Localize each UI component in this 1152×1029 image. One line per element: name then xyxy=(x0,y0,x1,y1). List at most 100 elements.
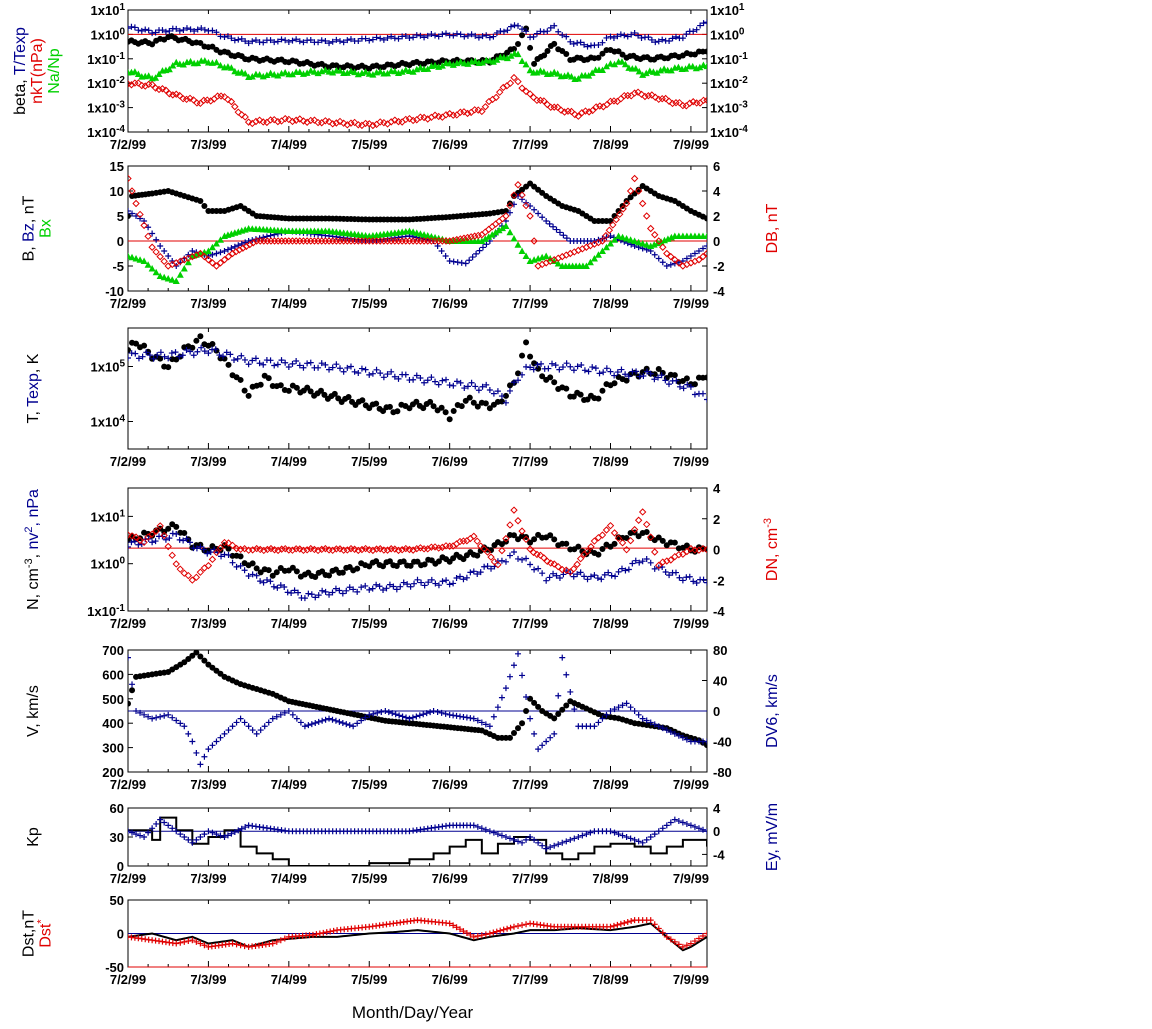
series-point-field-3-140 xyxy=(651,231,659,239)
series-point-beta-1-132 xyxy=(603,34,610,41)
series-point-dst-1-100 xyxy=(482,931,489,938)
series-point-beta-1-33 xyxy=(242,38,249,45)
series-point-density-1-147 xyxy=(647,559,654,566)
series-group-field xyxy=(128,174,707,284)
y-axis-label-dst-0: Dst,nT xyxy=(21,910,38,957)
series-point-density-2-76 xyxy=(413,544,421,553)
series-point-velocity-1-40 xyxy=(285,708,292,714)
series-point-beta-3-75 xyxy=(391,116,399,124)
series-point-beta-1-68 xyxy=(369,36,376,43)
left-tick-label-beta-5-base: 1x10 xyxy=(87,125,116,140)
series-point-density-0-112 xyxy=(547,532,554,539)
series-point-dst-1-104 xyxy=(497,927,504,934)
series-point-density-0-51 xyxy=(326,572,333,579)
series-point-density-0-47 xyxy=(312,574,319,581)
series-point-density-0-42 xyxy=(293,568,300,575)
right-tick-label-velocity-2: 0 xyxy=(713,704,720,719)
series-point-density-1-34 xyxy=(245,572,252,579)
right-tick-label-velocity-0: 80 xyxy=(713,643,727,658)
series-point-temperature-1-10 xyxy=(161,353,168,360)
series-point-temperature-0-16 xyxy=(189,344,196,351)
series-point-density-2-39 xyxy=(277,545,286,553)
series-point-velocity-1-98 xyxy=(498,694,505,701)
series-point-kp-1-21 xyxy=(209,829,216,836)
series-point-density-2-85 xyxy=(445,542,454,550)
series-point-beta-1-118 xyxy=(551,22,558,29)
series-point-velocity-1-141 xyxy=(671,730,678,737)
series-point-beta-1-101 xyxy=(490,33,497,40)
series-point-temperature-1-153 xyxy=(687,383,694,390)
series-point-kp-1-118 xyxy=(571,835,578,842)
series-point-kp-1-119 xyxy=(575,834,582,840)
right-tick-label-velocity-1: 40 xyxy=(713,674,727,689)
series-point-density-1-36 xyxy=(253,572,260,579)
series-point-velocity-1-70 xyxy=(396,712,403,719)
series-point-temperature-1-94 xyxy=(468,379,475,386)
series-point-dst-1-94 xyxy=(460,928,467,935)
series-point-density-2-60 xyxy=(354,546,362,555)
left-tick-label-field-0: 15 xyxy=(110,159,124,174)
series-point-density-2-112 xyxy=(543,557,552,566)
y-axis-label-density-0-part-5: , nPa xyxy=(25,489,42,526)
series-point-temperature-0-65 xyxy=(373,400,380,407)
series-point-beta-2-20 xyxy=(194,59,202,67)
series-point-field-3-26 xyxy=(228,249,237,258)
series-point-velocity-1-69 xyxy=(392,711,399,718)
series-point-density-0-125 xyxy=(599,546,606,553)
series-point-beta-2-39 xyxy=(263,71,271,78)
series-point-velocity-1-125 xyxy=(607,708,614,714)
series-point-density-2-123 xyxy=(583,547,592,556)
series-point-temperature-1-32 xyxy=(241,356,248,363)
right-tick-label-beta-3-exponent: -2 xyxy=(739,75,748,86)
series-point-field-3-9 xyxy=(160,257,168,266)
series-point-temperature-0-116 xyxy=(570,393,577,400)
left-tick-label-beta-5-exponent: -4 xyxy=(116,124,125,135)
x-tick-label-velocity-3: 7/5/99 xyxy=(351,777,387,792)
series-point-velocity-1-31 xyxy=(249,727,256,734)
series-point-density-1-20 xyxy=(193,545,200,552)
right-tick-label-field-5: -4 xyxy=(713,284,725,299)
series-point-beta-1-155 xyxy=(683,31,690,38)
right-tick-label-beta-1-exponent: 0 xyxy=(739,26,745,37)
y-axis-label-density-0-part-4: 2 xyxy=(23,526,35,532)
series-point-temperature-1-6 xyxy=(146,352,153,359)
series-point-field-3-138 xyxy=(642,212,651,220)
series-point-temperature-1-80 xyxy=(417,374,424,381)
series-point-beta-1-19 xyxy=(191,27,198,34)
series-point-density-2-36 xyxy=(267,544,275,553)
left-tick-label-velocity-5: 200 xyxy=(102,765,124,780)
series-point-velocity-0-114 xyxy=(551,715,558,722)
series-point-beta-1-127 xyxy=(584,43,591,50)
series-point-density-2-50 xyxy=(318,545,326,554)
series-point-temperature-0-35 xyxy=(265,375,272,382)
series-point-beta-3-7 xyxy=(148,80,156,89)
series-point-density-1-68 xyxy=(366,586,373,593)
right-tick-label-beta-2-base: 1x10 xyxy=(710,52,739,67)
series-group-temperature xyxy=(128,333,707,423)
series-point-density-1-58 xyxy=(329,589,336,596)
series-point-velocity-1-142 xyxy=(675,732,682,739)
series-point-beta-2-46 xyxy=(288,70,296,78)
series-point-dst-1-30 xyxy=(233,941,240,948)
series-point-density-1-92 xyxy=(450,580,457,587)
series-point-field-1-94 xyxy=(476,247,483,254)
series-point-temperature-1-19 xyxy=(194,348,201,355)
series-point-velocity-1-44 xyxy=(301,723,308,730)
x-tick-label-dst-6: 7/8/99 xyxy=(592,972,628,987)
x-tick-label-kp-3: 7/5/99 xyxy=(351,871,387,886)
series-point-velocity-1-144 xyxy=(683,736,690,743)
series-point-temperature-1-64 xyxy=(358,365,365,372)
series-point-velocity-1-135 xyxy=(647,719,654,726)
series-point-beta-3-147 xyxy=(648,91,656,99)
series-point-temperature-1-45 xyxy=(289,360,296,367)
series-point-temperature-0-118 xyxy=(577,391,584,398)
series-point-temperature-1-106 xyxy=(515,377,522,384)
series-point-temperature-1-146 xyxy=(662,377,669,384)
series-point-field-3-28 xyxy=(235,246,244,254)
series-point-velocity-1-48 xyxy=(315,718,322,725)
left-tick-label-beta-4-base: 1x10 xyxy=(87,101,116,116)
series-point-dst-1-108 xyxy=(511,923,517,930)
series-point-beta-2-143 xyxy=(639,71,647,78)
series-point-temperature-0-94 xyxy=(482,400,489,407)
series-point-beta-1-27 xyxy=(221,33,228,40)
